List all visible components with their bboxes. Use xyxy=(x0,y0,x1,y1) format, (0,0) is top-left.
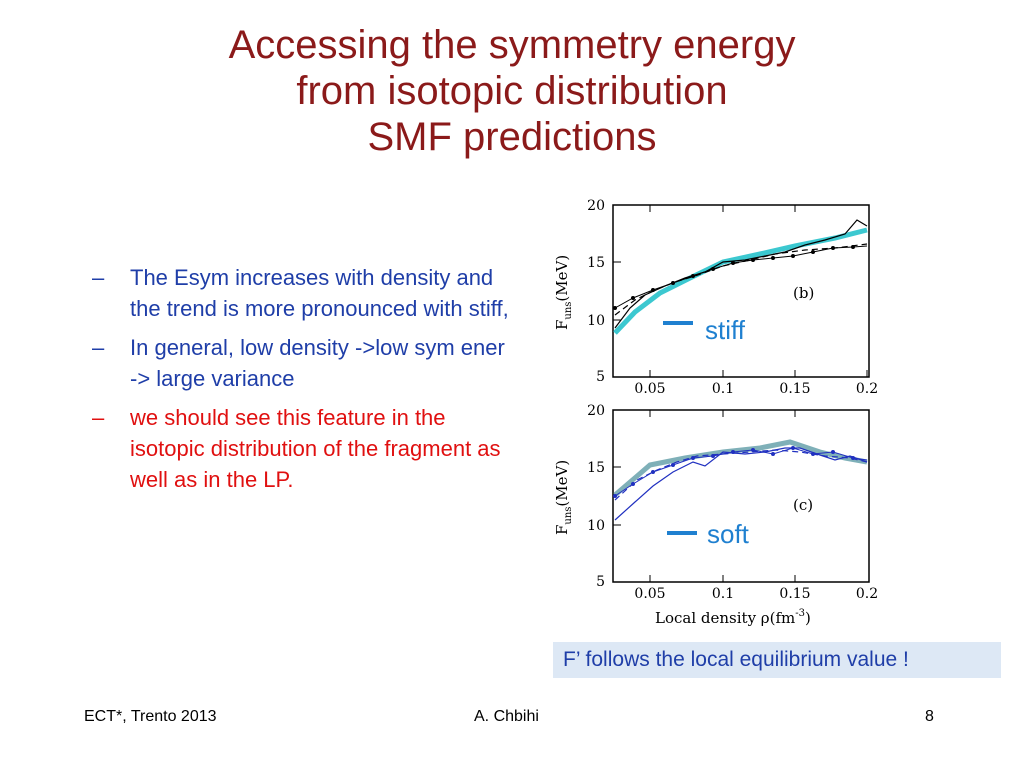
bullet-item: – The Esym increases with density and th… xyxy=(92,262,512,324)
title-line-2: from isotopic distribution xyxy=(296,69,728,113)
figure-image: 20 15 10 5 0.05 0.1 0.15 0.2 (b) stiff F… xyxy=(553,198,878,627)
bullet-item: – In general, low density ->low sym ener… xyxy=(92,332,512,394)
panel-c-label: (c) xyxy=(793,496,813,514)
xtick-label: 0.1 xyxy=(712,586,734,602)
panel-b-ticks xyxy=(613,204,868,378)
ytick-label: 5 xyxy=(596,574,605,590)
panel-b-curve-solid xyxy=(614,219,868,329)
panel-c-curve-solid xyxy=(614,447,868,521)
xtick-label: 0.2 xyxy=(856,381,878,397)
xtick-label: 0.05 xyxy=(634,586,665,602)
xtick-label: 0.05 xyxy=(634,381,665,397)
panel-c: 20 15 10 5 0.05 0.1 0.15 0.2 (c) soft Fu… xyxy=(553,403,878,627)
bullet-dash: – xyxy=(92,405,105,430)
bullet-list: – The Esym increases with density and th… xyxy=(92,262,512,503)
slide-title: Accessing the symmetry energy from isoto… xyxy=(0,22,1024,160)
bullet-text: we should see this feature in the isotop… xyxy=(130,405,501,492)
title-line-1: Accessing the symmetry energy xyxy=(228,23,796,67)
footer-author: A. Chbihi xyxy=(474,708,539,725)
footer-left: ECT*, Trento 2013 xyxy=(84,708,217,725)
xtick-label: 0.1 xyxy=(712,381,734,397)
panel-c-markers xyxy=(613,446,855,498)
panel-c-ticks xyxy=(613,409,796,583)
ytick-label: 15 xyxy=(587,460,605,476)
xtick-label: 0.2 xyxy=(856,586,878,602)
bullet-text: In general, low density ->low sym ener -… xyxy=(130,335,505,391)
panel-c-curve-dotted xyxy=(614,447,868,497)
stiff-legend-label: stiff xyxy=(705,315,746,345)
panel-b-markers xyxy=(613,245,855,310)
ytick-label: 10 xyxy=(587,518,605,534)
panel-b-curve-dotted xyxy=(614,245,868,309)
soft-legend-label: soft xyxy=(707,519,750,549)
ytick-label: 5 xyxy=(596,369,605,385)
ytick-label: 20 xyxy=(587,403,605,419)
callout-box: F’ follows the local equilibrium value ! xyxy=(553,642,1001,678)
ytick-label: 20 xyxy=(587,198,605,214)
panel-c-ylabel: Funs(MeV) xyxy=(553,460,574,535)
panel-b-label: (b) xyxy=(793,284,814,302)
ytick-label: 10 xyxy=(587,313,605,329)
x-axis-label: Local density ρ(fm-3) xyxy=(655,608,811,627)
panel-c-equilibrium-curve xyxy=(613,439,868,497)
bullet-item: – we should see this feature in the isot… xyxy=(92,402,512,495)
panel-b-frame xyxy=(612,204,870,378)
panel-b: 20 15 10 5 0.05 0.1 0.15 0.2 (b) stiff F… xyxy=(553,198,878,397)
xtick-label: 0.15 xyxy=(779,381,810,397)
bullet-text: The Esym increases with density and the … xyxy=(130,265,509,321)
panel-b-ylabel: Funs(MeV) xyxy=(553,255,574,330)
panel-c-frame xyxy=(612,409,870,583)
title-line-3: SMF predictions xyxy=(367,115,657,159)
slide-number: 8 xyxy=(925,708,934,725)
bullet-dash: – xyxy=(92,335,105,360)
ytick-label: 15 xyxy=(587,255,605,271)
bullet-dash: – xyxy=(92,265,105,290)
xtick-label: 0.15 xyxy=(779,586,810,602)
panel-c-curve-dashed xyxy=(614,449,868,501)
panel-b-curve-dashed xyxy=(614,243,868,316)
